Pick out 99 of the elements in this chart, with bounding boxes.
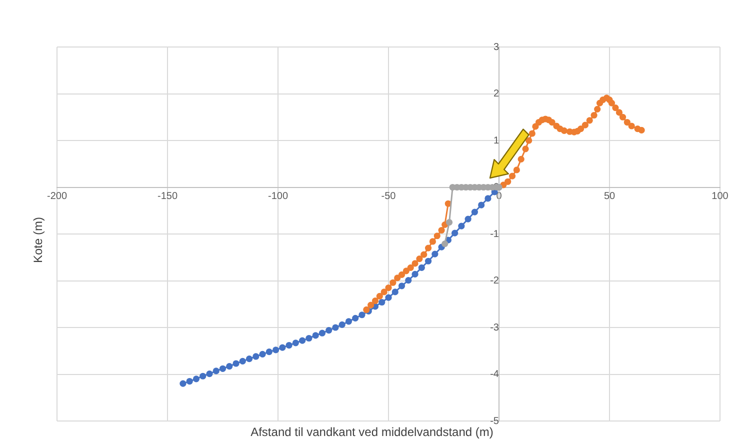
- point: [252, 353, 260, 360]
- point: [528, 130, 536, 137]
- point: [416, 255, 423, 262]
- y-tick-label: 3: [493, 42, 500, 53]
- point: [418, 264, 425, 271]
- point: [239, 358, 246, 364]
- point: [518, 156, 524, 162]
- x-tick-label: -150: [157, 191, 178, 202]
- point: [594, 106, 601, 112]
- point: [385, 284, 392, 292]
- x-tick-label: -200: [46, 191, 68, 202]
- point: [471, 208, 478, 216]
- point: [616, 109, 623, 116]
- point: [226, 363, 233, 370]
- x-tick-label: -100: [268, 191, 288, 202]
- point: [299, 337, 306, 344]
- point: [478, 202, 485, 208]
- point: [412, 270, 418, 278]
- point: [586, 117, 593, 124]
- y-tick-label: 2: [493, 88, 500, 100]
- point: [212, 368, 220, 374]
- point: [452, 230, 458, 236]
- x-tick-label: -50: [381, 191, 396, 202]
- point: [368, 302, 374, 308]
- point: [420, 251, 428, 258]
- point: [508, 172, 516, 180]
- x-tick-label: 100: [712, 191, 729, 202]
- point: [358, 312, 366, 318]
- point: [522, 146, 529, 152]
- point: [352, 314, 359, 322]
- point: [219, 365, 226, 372]
- point: [560, 127, 568, 134]
- y-tick-label: -4: [490, 369, 500, 380]
- point: [206, 370, 213, 378]
- point: [390, 279, 396, 286]
- point: [638, 126, 645, 134]
- point: [180, 380, 186, 387]
- point: [306, 334, 312, 342]
- point: [376, 292, 383, 300]
- point: [232, 360, 240, 367]
- point: [345, 318, 352, 325]
- point: [590, 112, 598, 119]
- point: [266, 348, 272, 356]
- point: [513, 166, 520, 174]
- point: [434, 232, 440, 240]
- point: [385, 294, 392, 301]
- point: [338, 321, 346, 328]
- x-tick-label: 50: [604, 191, 616, 202]
- point: [526, 137, 532, 144]
- point: [402, 268, 410, 274]
- y-tick-label: -3: [490, 322, 500, 334]
- y-tick-label: -2: [490, 276, 500, 286]
- point: [200, 372, 206, 380]
- point: [405, 276, 412, 284]
- point: [424, 244, 432, 252]
- point: [279, 344, 286, 351]
- point: [326, 327, 332, 334]
- x-axis-title: Afstand til vandkant ved middelvandstand (m): [250, 425, 494, 439]
- point: [577, 126, 584, 132]
- point: [312, 332, 319, 339]
- y-axis-title: Kote (m): [31, 216, 45, 264]
- point: [548, 118, 556, 126]
- point: [619, 114, 626, 120]
- point: [398, 282, 406, 290]
- point: [458, 222, 465, 230]
- point: [286, 342, 292, 349]
- point: [442, 240, 448, 248]
- point: [582, 122, 588, 128]
- point: [612, 104, 619, 112]
- point: [608, 100, 616, 106]
- point: [372, 298, 379, 304]
- y-tick-label: 1: [493, 135, 500, 146]
- point: [272, 346, 280, 354]
- point: [432, 250, 438, 258]
- point: [378, 298, 386, 306]
- point: [412, 260, 418, 267]
- point: [424, 258, 432, 264]
- point: [192, 376, 200, 382]
- point: [246, 356, 253, 362]
- y-tick-label: -1: [490, 228, 500, 240]
- point: [259, 350, 266, 358]
- point: [504, 178, 512, 185]
- point: [464, 216, 472, 222]
- point: [394, 274, 401, 282]
- point: [398, 271, 406, 278]
- point: [292, 340, 299, 346]
- point: [380, 288, 388, 296]
- point: [429, 238, 436, 245]
- point: [407, 264, 414, 271]
- point: [392, 288, 398, 296]
- point: [628, 122, 635, 130]
- point: [438, 226, 445, 234]
- point: [446, 219, 453, 226]
- point: [624, 118, 630, 126]
- point: [186, 378, 193, 385]
- y-tick-label: -5: [490, 416, 500, 427]
- point: [332, 324, 339, 331]
- point: [318, 330, 326, 336]
- point: [484, 195, 492, 202]
